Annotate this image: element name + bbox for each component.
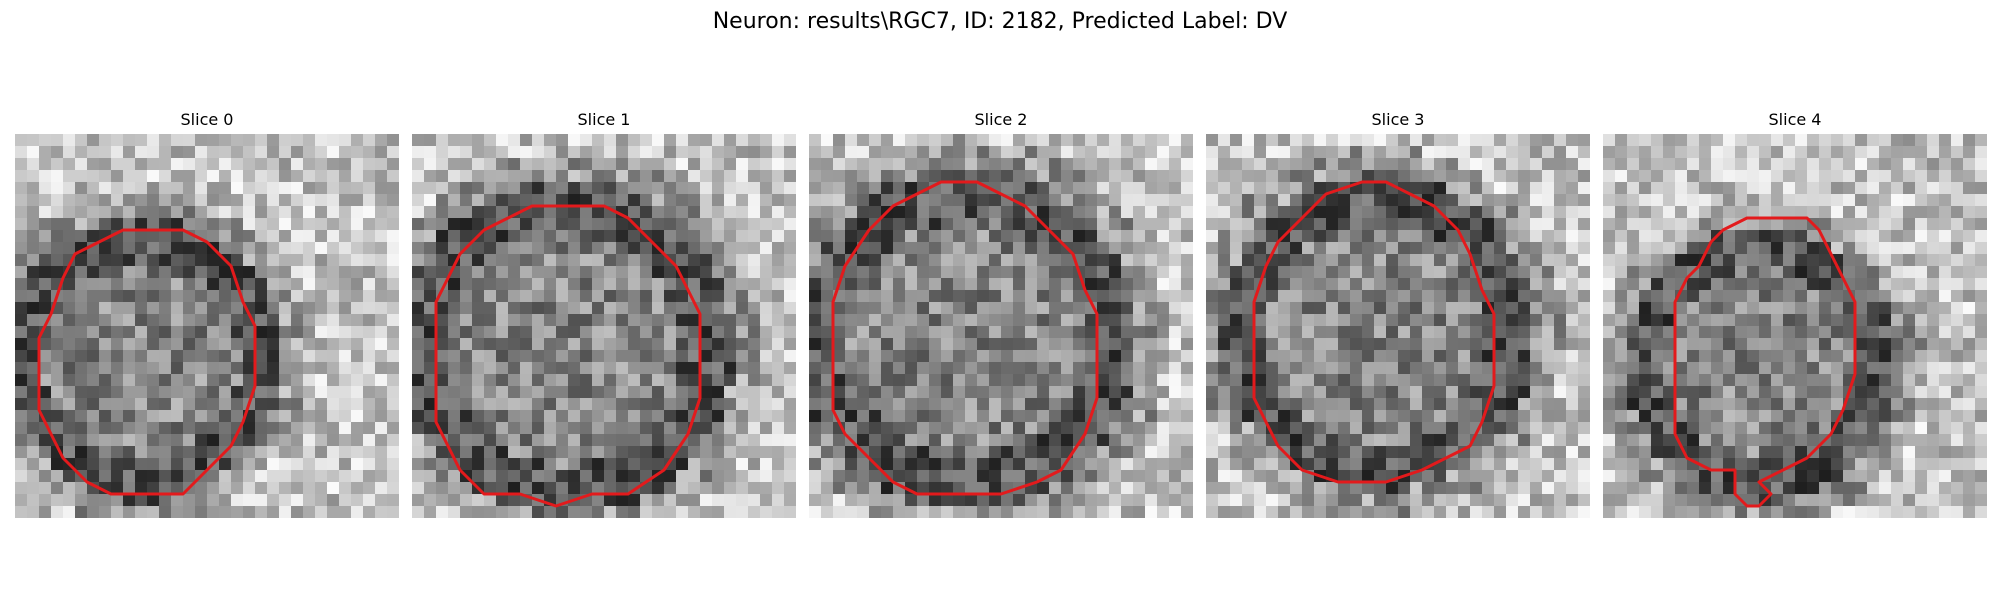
slice-title-3: Slice 3 [1371,110,1425,129]
slice-image-3 [1206,134,1590,518]
pixel-grid [1206,134,1590,518]
segmentation-contour [1252,180,1496,484]
pixel-grid [412,134,796,518]
segmentation-contour [1673,216,1857,508]
slice-panel-3: Slice 3 [1206,110,1590,520]
pixel-grid [15,134,399,518]
slice-title-1: Slice 1 [577,110,631,129]
slice-panel-1: Slice 1 [412,110,796,520]
pixel-grid [809,134,1193,518]
segmentation-contour [831,180,1099,496]
figure-title: Neuron: results\RGC7, ID: 2182, Predicte… [712,9,1288,34]
slice-image-0 [15,134,399,518]
segmentation-contour [434,204,702,508]
slice-panel-4: Slice 4 [1603,110,1987,520]
slice-panel-0: Slice 0 [15,110,399,520]
slice-image-4 [1603,134,1987,518]
slice-image-1 [412,134,796,518]
slice-title-0: Slice 0 [180,110,234,129]
segmentation-contour [37,228,257,496]
slice-panel-2: Slice 2 [809,110,1193,520]
slice-title-2: Slice 2 [974,110,1028,129]
slice-title-4: Slice 4 [1768,110,1822,129]
pixel-grid [1603,134,1987,518]
slice-image-2 [809,134,1193,518]
